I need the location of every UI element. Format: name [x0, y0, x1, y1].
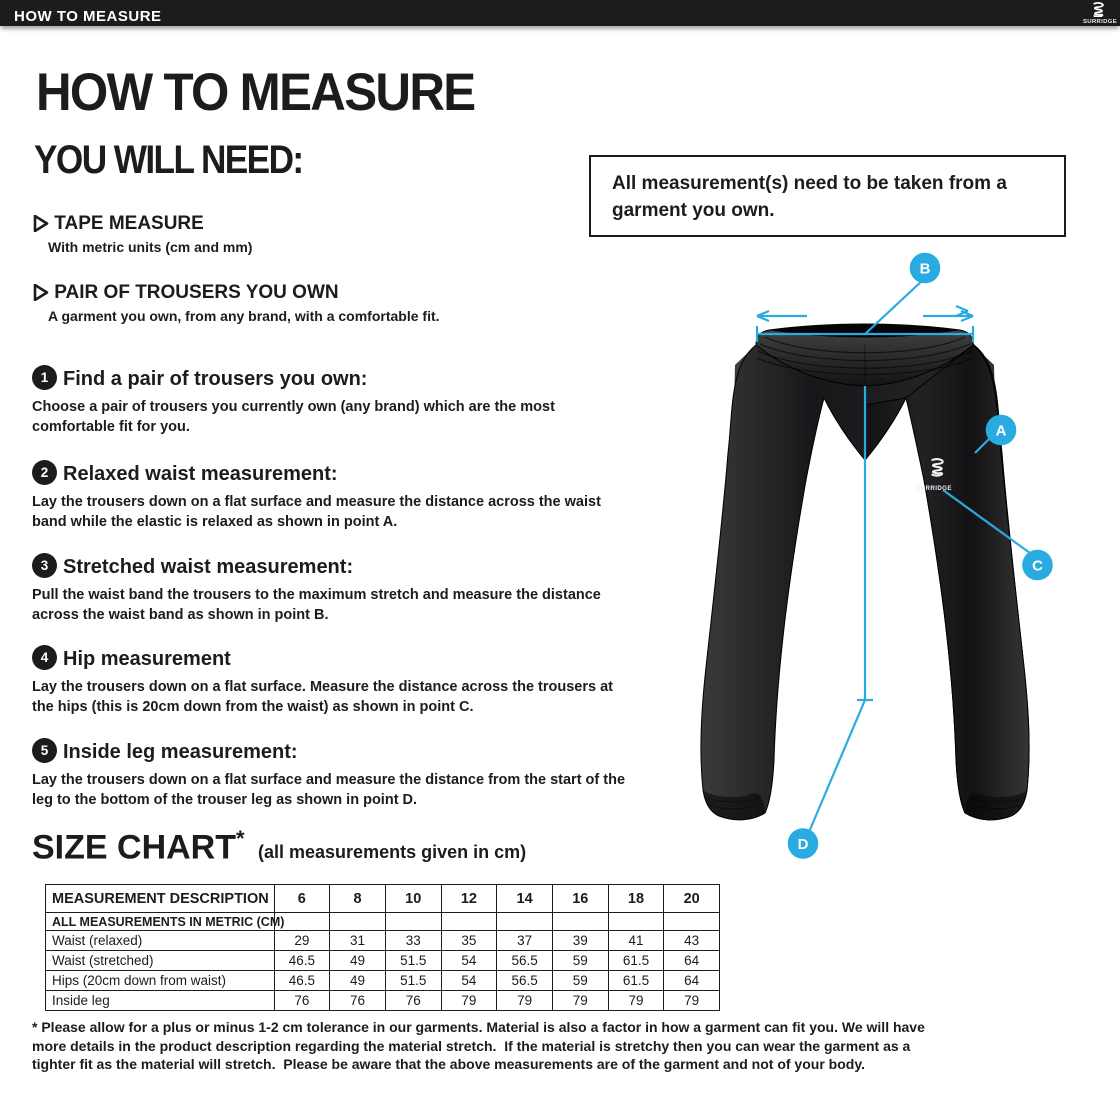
svg-text:D: D	[798, 836, 809, 853]
svg-text:A: A	[996, 423, 1007, 440]
svg-text:C: C	[1032, 558, 1043, 575]
svg-text:SURRIDGE: SURRIDGE	[916, 485, 952, 492]
svg-text:B: B	[920, 261, 931, 278]
